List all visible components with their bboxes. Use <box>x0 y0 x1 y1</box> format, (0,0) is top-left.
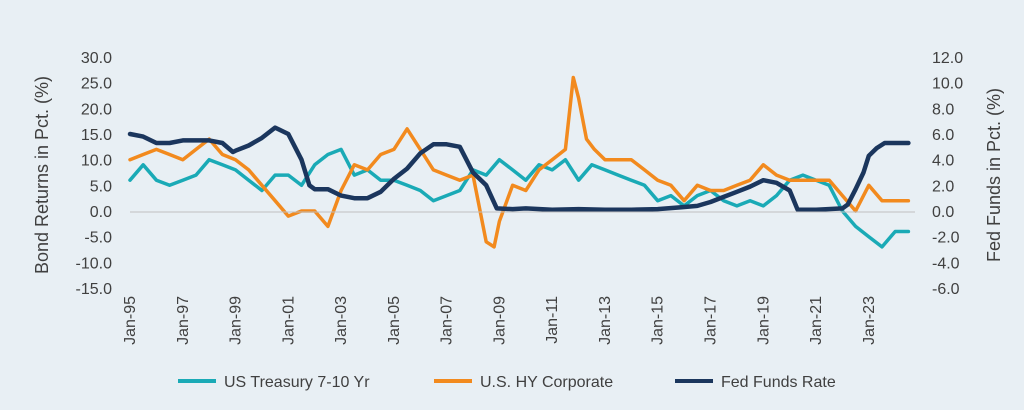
x-axis: Jan-95 Jan-97 Jan-99 Jan-01 Jan-03 Jan-05 Jan-… <box>122 211 915 345</box>
y-tick-label: 25.0 <box>81 76 112 93</box>
y2-tick-label: 0.0 <box>932 204 954 221</box>
y2-tick-label: -4.0 <box>932 255 960 272</box>
x-tick-label: Jan-23 <box>861 296 878 345</box>
legend-label: Fed Funds Rate <box>721 374 836 391</box>
x-tick-label: Jan-21 <box>808 296 825 345</box>
plot-area <box>127 75 911 249</box>
legend: US Treasury 7-10 Yr U.S. HY Corporate Fed … <box>178 374 836 391</box>
x-tick-label: Jan-19 <box>755 296 772 345</box>
y2-tick-label: 4.0 <box>932 153 954 170</box>
y-tick-label: -15.0 <box>76 281 113 298</box>
x-tick-label: Jan-07 <box>439 296 456 345</box>
y-tick-label: 20.0 <box>81 101 112 118</box>
y2-tick-label: 6.0 <box>932 127 954 144</box>
x-tick-label: Jan-01 <box>280 296 297 345</box>
y2-tick-label: 10.0 <box>932 76 963 93</box>
x-tick-label: Jan-03 <box>333 296 350 345</box>
y2-tick-label: 12.0 <box>932 50 963 67</box>
y-tick-label: 0.0 <box>90 204 112 221</box>
y-axis-right-ticks: 12.0 10.0 8.0 6.0 4.0 2.0 0.0 -2.0 -4.0 -6.0 <box>932 50 963 298</box>
legend-label: U.S. HY Corporate <box>480 374 613 391</box>
y-tick-label: 5.0 <box>90 178 112 195</box>
series-line-fed-funds-rate <box>127 125 911 212</box>
y-tick-label: 10.0 <box>81 153 112 170</box>
x-tick-label: Jan-13 <box>597 296 614 345</box>
y2-tick-label: -6.0 <box>932 281 960 298</box>
y2-tick-label: 8.0 <box>932 101 954 118</box>
y2-axis-title: Fed Funds in Pct. (%) <box>984 88 1004 262</box>
y2-tick-label: 2.0 <box>932 178 954 195</box>
x-tick-label: Jan-05 <box>386 296 403 345</box>
x-tick-label: Jan-17 <box>703 296 720 345</box>
x-tick-label: Jan-97 <box>175 296 192 345</box>
x-tick-label: Jan-15 <box>650 296 667 345</box>
y-axis-left-ticks: 30.0 25.0 20.0 15.0 10.0 5.0 0.0 -5.0 -10.0 -15.0 <box>76 50 113 298</box>
y-tick-label: 30.0 <box>81 50 112 67</box>
y-axis-title: Bond Returns in Pct. (%) <box>32 76 52 274</box>
x-tick-label: Jan-99 <box>228 296 245 345</box>
y2-tick-label: -2.0 <box>932 230 960 247</box>
x-tick-label: Jan-09 <box>491 296 508 345</box>
y-tick-label: -10.0 <box>76 255 113 272</box>
series-line-u-s-hy-corporate <box>128 75 911 249</box>
y-tick-label: 15.0 <box>81 127 112 144</box>
series-line-us-treasury-7-10-yr <box>128 147 911 249</box>
x-tick-label: Jan-95 <box>122 296 139 345</box>
y-tick-label: -5.0 <box>84 230 112 247</box>
legend-label: US Treasury 7-10 Yr <box>224 374 370 391</box>
x-tick-label: Jan-11 <box>544 296 561 344</box>
